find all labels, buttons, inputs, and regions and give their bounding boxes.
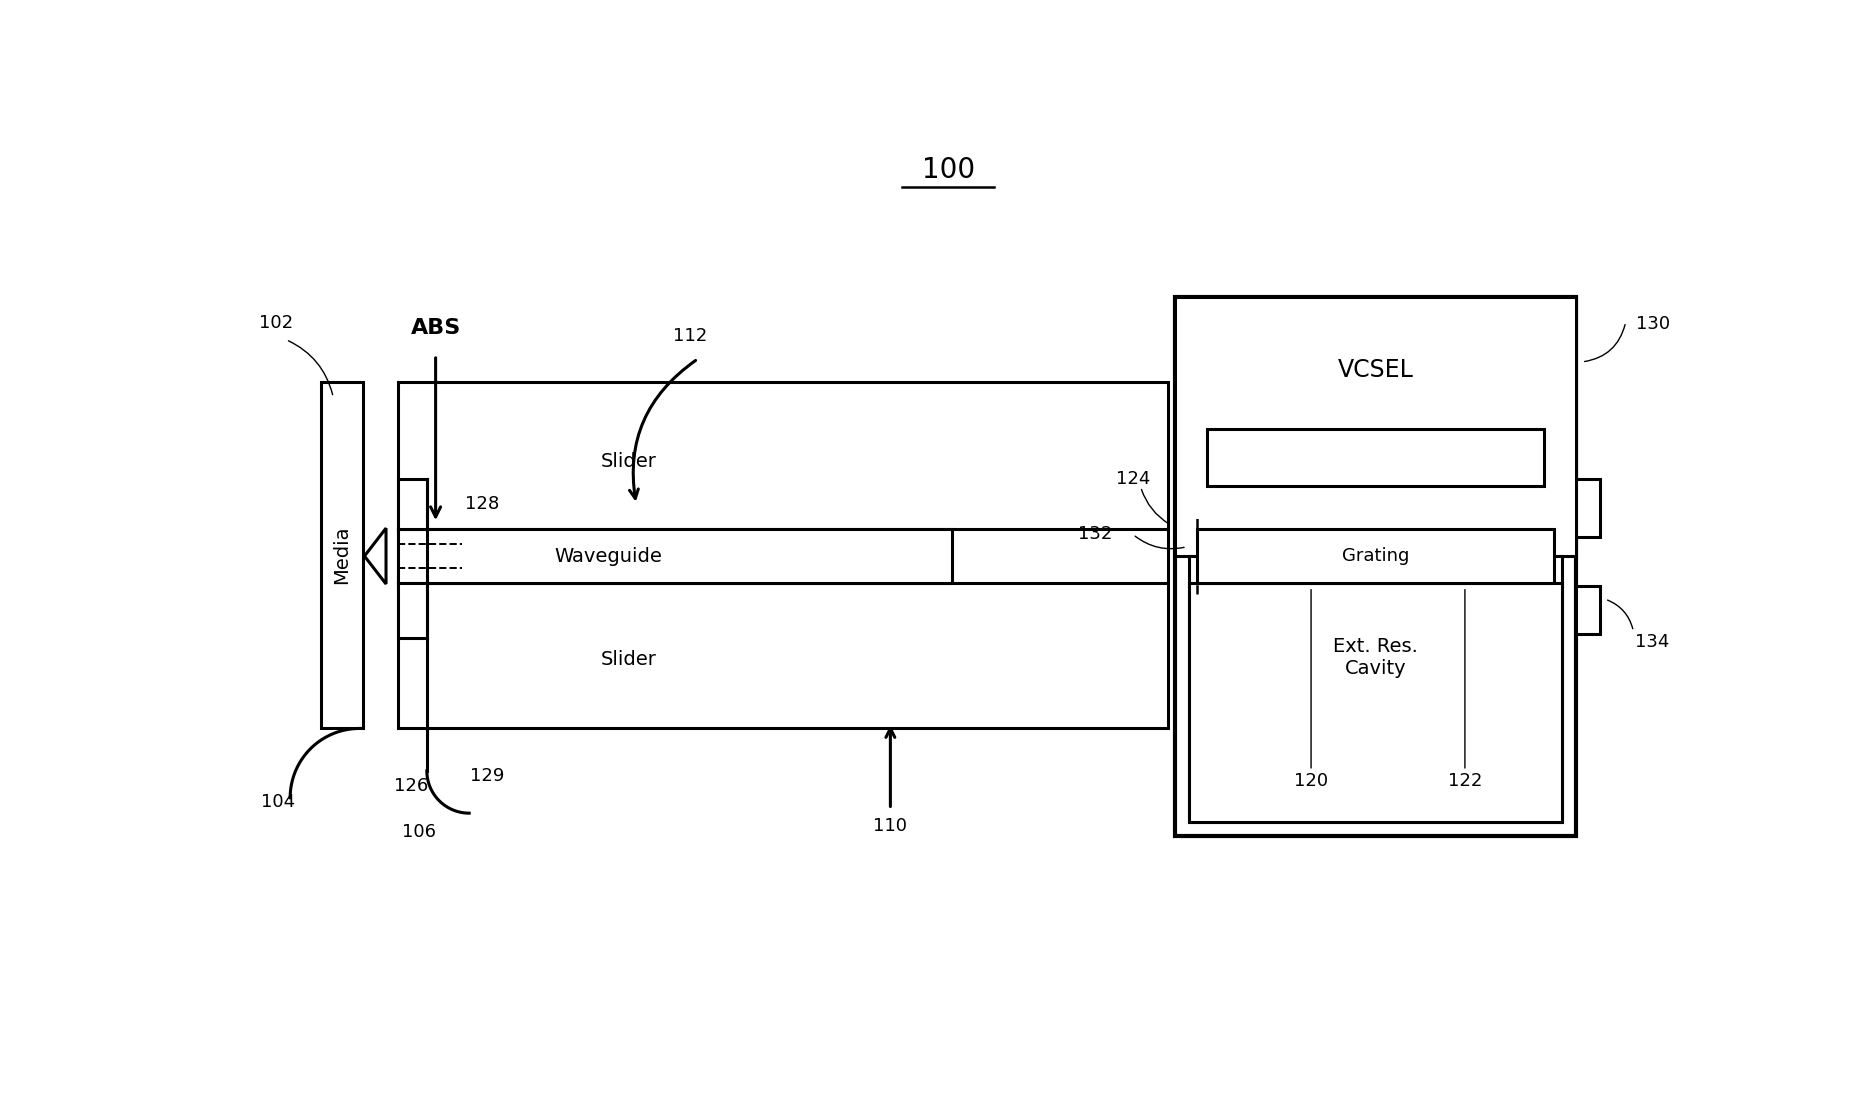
Text: 128: 128	[464, 495, 500, 513]
Text: 112: 112	[673, 327, 707, 344]
Bar	[398, 583, 427, 638]
Text: Grating: Grating	[1341, 548, 1410, 565]
Text: 100: 100	[921, 156, 975, 184]
Text: Media: Media	[333, 526, 352, 584]
Text: 122: 122	[1449, 772, 1482, 789]
Bar	[1576, 479, 1600, 538]
Text: Waveguide: Waveguide	[555, 546, 662, 565]
Bar	[1190, 556, 1561, 822]
Text: VCSEL: VCSEL	[1338, 358, 1413, 382]
Text: Slider: Slider	[601, 649, 657, 669]
Text: 120: 120	[1293, 772, 1328, 789]
Bar	[1175, 297, 1576, 836]
Bar	[1197, 529, 1554, 583]
Text: 132: 132	[1079, 526, 1112, 543]
Bar	[1190, 583, 1561, 822]
Bar	[1208, 429, 1543, 486]
Text: Slider: Slider	[601, 453, 657, 471]
Polygon shape	[364, 528, 387, 584]
Bar	[398, 529, 953, 583]
Bar	[1576, 586, 1600, 634]
Text: 134: 134	[1635, 634, 1671, 651]
Text: 130: 130	[1635, 316, 1671, 333]
Text: ABS: ABS	[411, 318, 461, 338]
Bar	[398, 382, 1167, 729]
Bar	[1175, 297, 1576, 556]
Text: 126: 126	[394, 777, 429, 795]
Text: Ext. Res.
Cavity: Ext. Res. Cavity	[1334, 637, 1417, 678]
Text: 102: 102	[259, 314, 292, 332]
Text: 106: 106	[401, 824, 437, 841]
Text: 110: 110	[873, 817, 906, 835]
Text: 129: 129	[470, 767, 503, 785]
Text: 124: 124	[1116, 470, 1151, 488]
Bar	[320, 382, 363, 729]
Bar	[398, 479, 427, 529]
Text: 104: 104	[261, 793, 296, 810]
